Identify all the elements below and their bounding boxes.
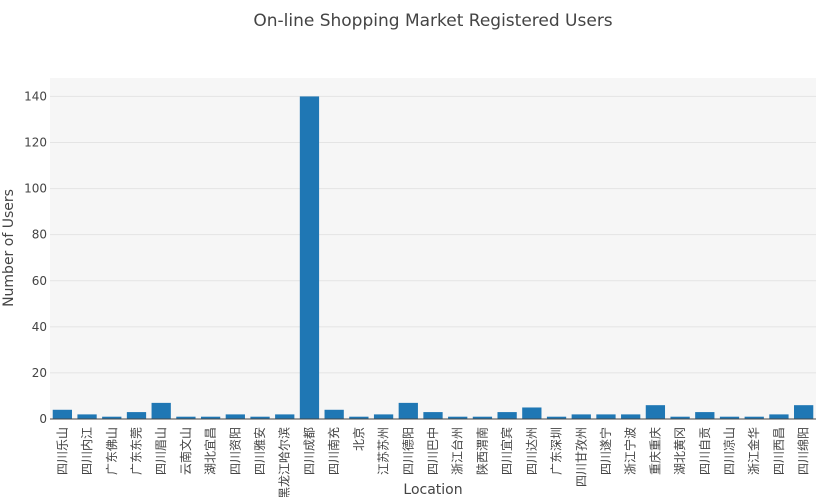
bar bbox=[423, 412, 443, 419]
bar bbox=[126, 412, 147, 419]
x-tick-label: 广东佛山 bbox=[105, 427, 119, 475]
bar bbox=[373, 414, 394, 419]
x-tick-label: 四川南充 bbox=[326, 427, 341, 475]
bar bbox=[77, 414, 97, 419]
bar bbox=[794, 405, 814, 419]
x-tick-label: 四川眉山 bbox=[154, 427, 168, 475]
y-axis-ticks: 0 20 40 60 80 100 120 140 bbox=[24, 89, 47, 426]
x-tick-label: 重庆重庆 bbox=[648, 427, 662, 475]
bar bbox=[275, 414, 295, 419]
x-axis-ticks: 四川乐山 四川内江 广东佛山 广东东莞 四川眉山 云南文山 湖北宜昌 四川资阳 四川雅安 黑龙江哈… bbox=[55, 427, 810, 497]
x-tick-label: 广东东莞 bbox=[129, 427, 143, 475]
x-tick-label: 四川内江 bbox=[80, 427, 94, 475]
x-tick-label: 黑龙江哈尔滨 bbox=[277, 427, 292, 497]
x-tick-label: 四川遂宁 bbox=[598, 427, 613, 475]
x-tick-label: 四川资阳 bbox=[228, 427, 242, 475]
bar bbox=[769, 414, 789, 419]
bar bbox=[52, 409, 72, 419]
bar bbox=[645, 405, 666, 419]
bar bbox=[225, 414, 245, 419]
bar bbox=[571, 414, 591, 419]
bar bbox=[472, 416, 493, 419]
x-tick-label: 四川德阳 bbox=[400, 427, 415, 475]
bar bbox=[719, 416, 740, 419]
y-tick-label: 40 bbox=[32, 320, 47, 334]
x-tick-label: 湖北宜昌 bbox=[203, 427, 218, 475]
x-tick-label: 浙江金华 bbox=[746, 427, 761, 475]
x-tick-label: 四川绵阳 bbox=[797, 427, 811, 475]
bar bbox=[151, 402, 171, 419]
bar bbox=[250, 416, 270, 419]
x-tick-label: 江苏苏州 bbox=[377, 427, 391, 475]
x-tick-label: 云南文山 bbox=[178, 427, 193, 475]
y-tick-label: 140 bbox=[24, 89, 47, 103]
y-tick-label: 80 bbox=[32, 228, 47, 242]
bar bbox=[670, 416, 690, 419]
y-tick-label: 20 bbox=[32, 366, 47, 380]
bar bbox=[546, 416, 567, 419]
bar bbox=[200, 416, 221, 419]
x-tick-label: 四川成都 bbox=[302, 427, 316, 475]
bar bbox=[522, 407, 542, 419]
bar bbox=[349, 416, 369, 419]
y-tick-label: 100 bbox=[24, 182, 47, 196]
bar bbox=[744, 416, 764, 419]
y-tick-label: 60 bbox=[32, 274, 47, 288]
x-tick-label: 四川自贡 bbox=[698, 427, 712, 475]
x-axis-title: Location bbox=[403, 482, 462, 497]
bar bbox=[102, 416, 122, 419]
x-tick-label: 四川西昌 bbox=[772, 427, 786, 475]
x-tick-label: 四川甘孜州 bbox=[574, 427, 588, 487]
gridlines bbox=[50, 95, 816, 374]
x-tick-label: 浙江台州 bbox=[450, 427, 465, 475]
bar bbox=[596, 414, 616, 419]
x-tick-label: 四川凉山 bbox=[722, 427, 737, 475]
x-tick-label: 湖北黄冈 bbox=[672, 427, 687, 475]
y-tick-label: 0 bbox=[39, 412, 47, 426]
y-axis-title: Number of Users bbox=[1, 189, 17, 307]
bar bbox=[324, 409, 344, 419]
x-tick-label: 四川雅安 bbox=[252, 427, 267, 475]
x-tick-label: 四川巴中 bbox=[425, 427, 440, 475]
x-tick-label: 广东深圳 bbox=[550, 427, 564, 475]
x-tick-label: 陕西渭南 bbox=[474, 427, 489, 475]
bar bbox=[621, 414, 641, 419]
bar bbox=[448, 416, 468, 419]
bar bbox=[176, 416, 196, 419]
bar bbox=[497, 412, 517, 419]
bar bbox=[299, 96, 320, 419]
chart-title: On-line Shopping Market Registered Users bbox=[253, 11, 613, 31]
x-tick-label: 四川达州 bbox=[525, 427, 539, 475]
bar bbox=[398, 402, 418, 419]
plot-area bbox=[50, 78, 816, 419]
x-tick-label: 北京 bbox=[352, 427, 366, 451]
x-tick-label: 四川乐山 bbox=[55, 427, 69, 475]
bars bbox=[52, 96, 814, 419]
x-tick-label: 浙江宁波 bbox=[623, 427, 638, 475]
bar bbox=[695, 412, 715, 419]
x-tick-label: 四川宜宾 bbox=[499, 427, 514, 475]
y-tick-label: 120 bbox=[24, 136, 47, 150]
